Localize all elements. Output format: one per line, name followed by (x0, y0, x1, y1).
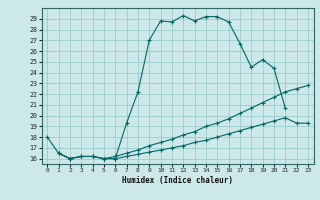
X-axis label: Humidex (Indice chaleur): Humidex (Indice chaleur) (122, 176, 233, 185)
